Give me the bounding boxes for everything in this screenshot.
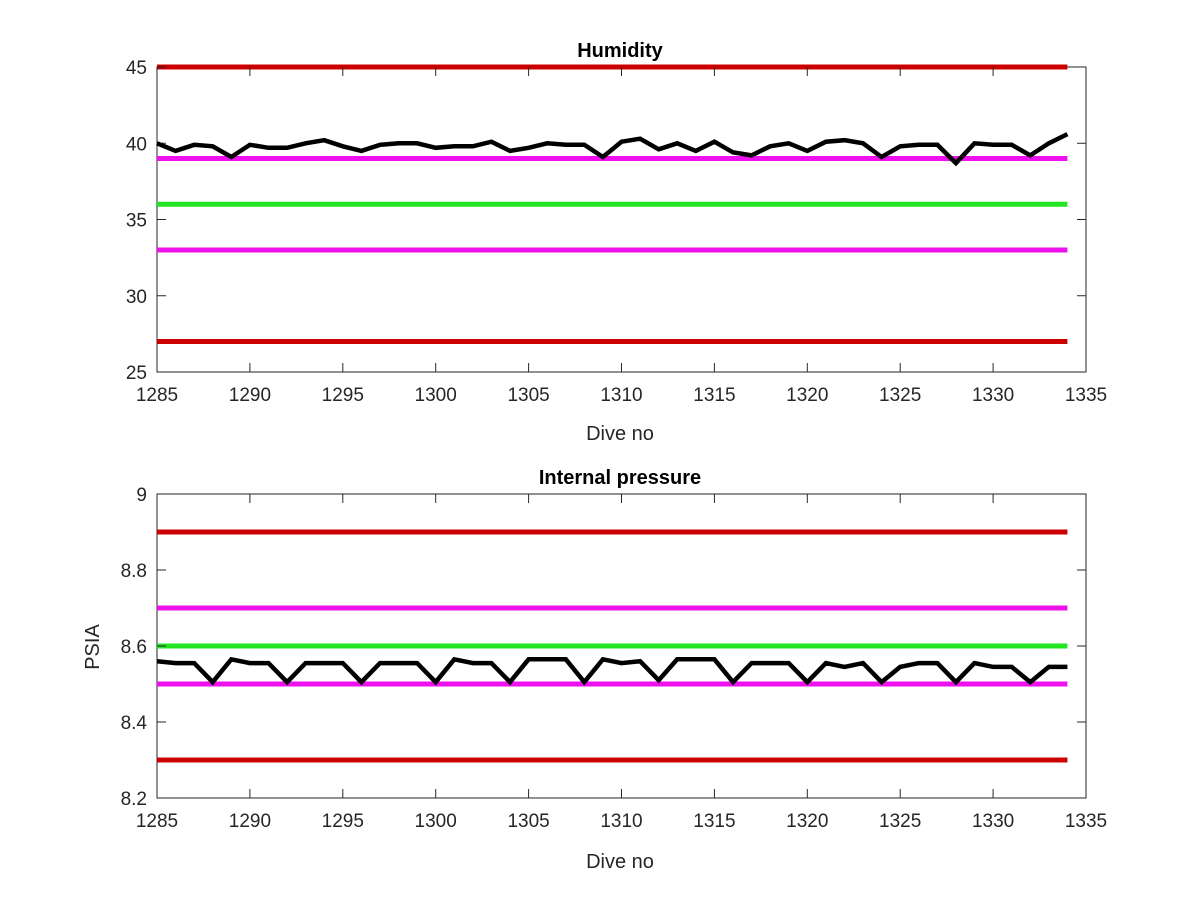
humidity-plot-x-tick-label: 1320 (786, 385, 828, 406)
humidity-plot: Humidity Dive no 1285 1290 1295 1300 1305 131… (126, 40, 1107, 445)
internal-pressure-plot-y-tick-label: 8.6 (121, 637, 147, 658)
humidity-plot-x-tick-label: 1330 (972, 385, 1014, 406)
internal-pressure-plot-x-tick-label: 1285 (136, 811, 178, 832)
internal-pressure-plot-data-line (156, 656, 1068, 686)
internal-pressure-plot-x-tick-label: 1315 (693, 811, 735, 832)
humidity-plot-title: Humidity (577, 40, 663, 62)
internal-pressure-plot-x-tick-label: 1310 (600, 811, 642, 832)
internal-pressure-plot-x-tick-label: 1290 (229, 811, 271, 832)
internal-pressure-plot-x-tick-label: 1330 (972, 811, 1014, 832)
internal-pressure-plot-x-tick-label: 1335 (1065, 811, 1107, 832)
humidity-plot-y-tick-label: 35 (126, 211, 147, 232)
internal-pressure-plot-y-axis-label: PSIA (82, 624, 104, 670)
internal-pressure-plot-title: Internal pressure (539, 467, 701, 489)
humidity-plot-y-tick-label: 25 (126, 363, 147, 384)
humidity-plot-x-tick-label: 1295 (322, 385, 364, 406)
internal-pressure-plot-x-tick-label: 1305 (507, 811, 549, 832)
humidity-plot-x-axis-label: Dive no (586, 423, 654, 445)
internal-pressure-plot-x-tick-label: 1300 (415, 811, 457, 832)
humidity-plot-data-line (156, 132, 1069, 167)
internal-pressure-plot-x-tick-label: 1325 (879, 811, 921, 832)
humidity-plot-y-tick-label: 40 (126, 134, 147, 155)
humidity-plot-x-tick-label: 1325 (879, 385, 921, 406)
humidity-plot-x-tick-label: 1285 (136, 385, 178, 406)
internal-pressure-plot-y-tick-label: 8.4 (121, 713, 148, 734)
humidity-plot-x-tick-label: 1335 (1065, 385, 1107, 406)
humidity-plot-y-tick-label: 30 (126, 287, 147, 308)
humidity-plot-x-tick-label: 1290 (229, 385, 271, 406)
humidity-plot-x-tick-label: 1300 (415, 385, 457, 406)
humidity-plot-x-tick-label: 1310 (600, 385, 642, 406)
humidity-plot-x-tick-label: 1315 (693, 385, 735, 406)
internal-pressure-plot-x-axis-label: Dive no (586, 851, 654, 873)
internal-pressure-plot: Internal pressure Dive no PSIA 1285 1290 1… (82, 467, 1107, 873)
internal-pressure-plot-x-tick-label: 1295 (322, 811, 364, 832)
humidity-plot-x-tick-label: 1305 (507, 385, 549, 406)
internal-pressure-plot-x-tick-label: 1320 (786, 811, 828, 832)
humidity-plot-y-tick-label: 45 (126, 58, 147, 79)
internal-pressure-plot-y-tick-label: 8.2 (121, 789, 147, 810)
internal-pressure-plot-y-tick-label: 9 (136, 485, 147, 506)
internal-pressure-plot-y-tick-label: 8.8 (121, 561, 147, 582)
